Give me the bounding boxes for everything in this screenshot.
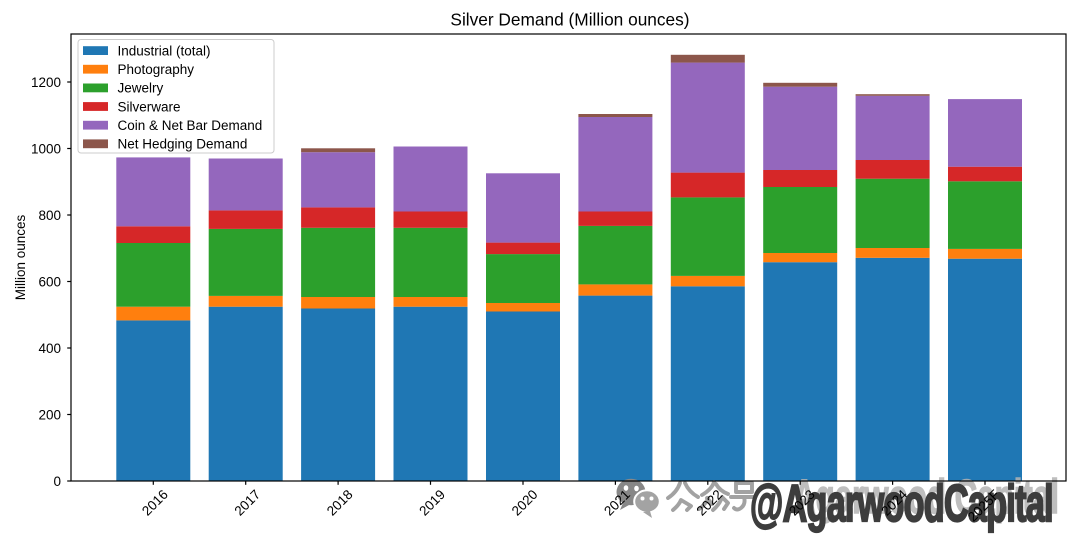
svg-text:1200: 1200 bbox=[31, 75, 61, 90]
svg-text:Industrial (total): Industrial (total) bbox=[118, 43, 211, 58]
svg-text:2019: 2019 bbox=[416, 487, 448, 519]
svg-text:1000: 1000 bbox=[31, 141, 61, 156]
svg-text:Photography: Photography bbox=[118, 62, 195, 77]
svg-text:Net Hedging Demand: Net Hedging Demand bbox=[118, 137, 248, 152]
svg-text:Silverware: Silverware bbox=[118, 99, 181, 114]
svg-text:2018: 2018 bbox=[324, 487, 356, 519]
svg-text:Agarwood Capital: Agarwood Capital bbox=[793, 469, 1059, 523]
svg-text:Silver Demand (Million ounces): Silver Demand (Million ounces) bbox=[450, 9, 689, 29]
svg-text:200: 200 bbox=[38, 407, 61, 422]
svg-text:Jewelry: Jewelry bbox=[118, 81, 164, 96]
svg-text:2017: 2017 bbox=[231, 487, 263, 519]
svg-text:2016: 2016 bbox=[139, 487, 171, 519]
svg-text:2020: 2020 bbox=[509, 487, 541, 519]
svg-text:Coin & Net Bar Demand: Coin & Net Bar Demand bbox=[118, 118, 263, 133]
svg-text:0: 0 bbox=[53, 474, 61, 489]
svg-text:800: 800 bbox=[38, 208, 61, 223]
svg-text:Million ounces: Million ounces bbox=[13, 214, 28, 300]
svg-text:400: 400 bbox=[38, 341, 61, 356]
svg-text:600: 600 bbox=[38, 274, 61, 289]
